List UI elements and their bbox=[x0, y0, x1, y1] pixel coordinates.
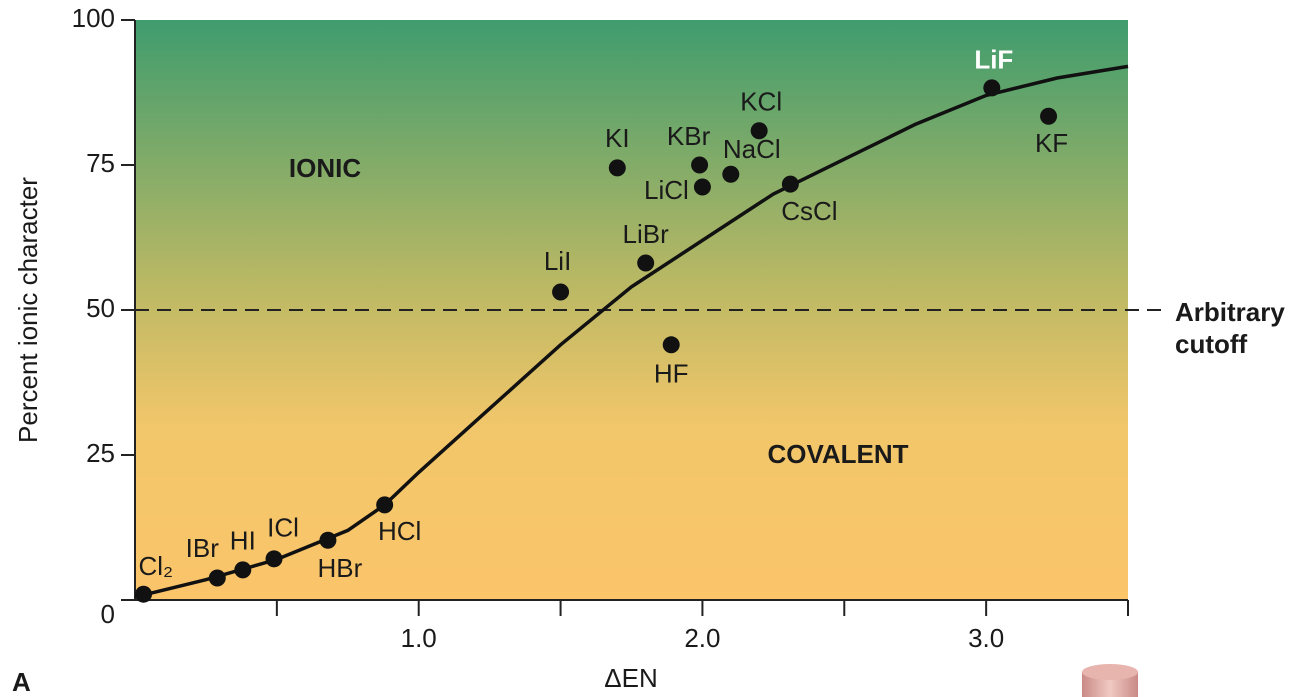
point bbox=[637, 254, 655, 272]
point-label: KCl bbox=[740, 87, 782, 117]
point bbox=[319, 531, 337, 549]
reference-label: Arbitrary bbox=[1175, 297, 1285, 327]
fit-curve bbox=[134, 64, 1129, 599]
point-label: KF bbox=[1035, 128, 1068, 158]
decor-cylinder bbox=[1082, 664, 1138, 697]
point-label: LiI bbox=[544, 246, 571, 276]
point-label: LiF bbox=[974, 45, 1013, 75]
point-label: KI bbox=[605, 123, 630, 153]
point bbox=[608, 159, 626, 177]
point-label: HF bbox=[654, 359, 689, 389]
x-axis-label: ΔEN bbox=[604, 663, 658, 693]
point bbox=[265, 550, 283, 568]
y-tick-label: 0 bbox=[101, 599, 115, 629]
point bbox=[1040, 107, 1058, 125]
y-tick-label: 75 bbox=[86, 148, 115, 178]
point-label: HCl bbox=[378, 516, 421, 546]
point-label: NaCl bbox=[723, 134, 781, 164]
point bbox=[983, 79, 1001, 97]
point-label: IBr bbox=[186, 533, 220, 563]
point bbox=[376, 496, 394, 514]
y-tick-label: 25 bbox=[86, 438, 115, 468]
region-label: IONIC bbox=[289, 153, 361, 183]
y-axis-label: Percent ionic character bbox=[13, 177, 43, 443]
point bbox=[722, 165, 740, 183]
point-label: HI bbox=[230, 526, 256, 556]
point-label: LiCl bbox=[644, 175, 689, 205]
point bbox=[135, 585, 153, 603]
region-label: COVALENT bbox=[767, 439, 908, 469]
point bbox=[750, 122, 768, 140]
point-label: HBr bbox=[318, 553, 363, 583]
point bbox=[234, 561, 252, 579]
point-label: ICl bbox=[267, 513, 299, 543]
point-label: CsCl bbox=[781, 196, 837, 226]
point bbox=[781, 175, 799, 193]
panel-label: A bbox=[12, 667, 31, 697]
y-tick-label: 100 bbox=[72, 3, 115, 33]
point bbox=[693, 178, 711, 196]
point bbox=[691, 156, 709, 174]
point-label: KBr bbox=[667, 121, 711, 151]
point bbox=[552, 283, 570, 301]
reference-label: cutoff bbox=[1175, 329, 1248, 359]
point-label: LiBr bbox=[623, 219, 670, 249]
x-tick-label: 3.0 bbox=[968, 623, 1004, 653]
x-tick-label: 1.0 bbox=[401, 623, 437, 653]
point-label: Cl₂ bbox=[139, 551, 174, 581]
x-tick-label: 2.0 bbox=[684, 623, 720, 653]
point bbox=[662, 336, 680, 354]
y-tick-label: 50 bbox=[86, 293, 115, 323]
point bbox=[208, 569, 226, 587]
